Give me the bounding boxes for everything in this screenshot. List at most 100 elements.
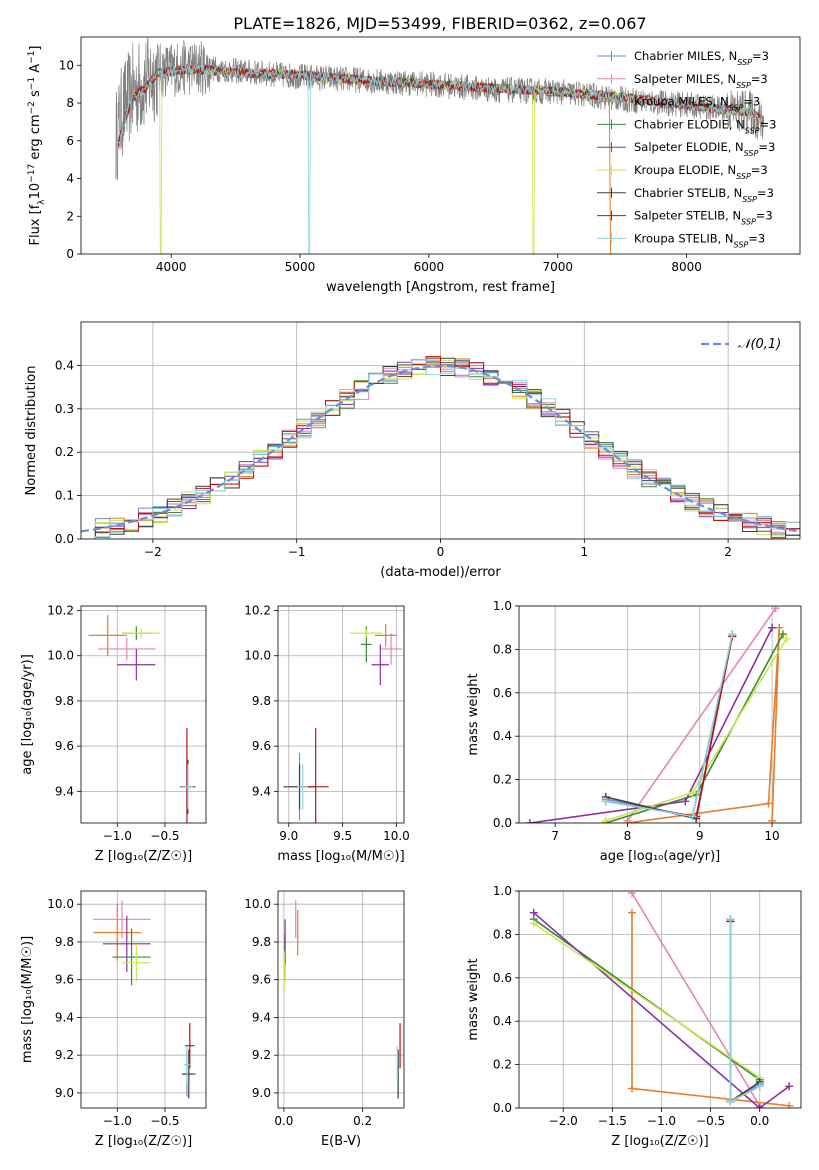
legend-entry-sub: SSP bbox=[745, 126, 760, 135]
age_vs_mass-plot-area bbox=[278, 606, 404, 823]
legend-entry-sub: SSP bbox=[734, 240, 749, 249]
legend-entry-eq: =3 bbox=[748, 231, 765, 245]
mass-vs-Z-panel: −1.0 −0.5 9.0 9.2 9.4 9.6 9.8 10.0 Z [log₁₀(Z/Z☉… bbox=[20, 890, 207, 1149]
y-tick-label: 0 bbox=[66, 247, 74, 261]
mass-weight-line bbox=[533, 922, 761, 1079]
mass-weight-marker bbox=[755, 1104, 764, 1108]
y-tick-label: 0.4 bbox=[55, 358, 74, 372]
mass-weight-line bbox=[627, 627, 781, 823]
x-tick-label: 8 bbox=[624, 829, 632, 843]
mass-weight-line bbox=[605, 636, 734, 818]
legend-entry-name: Kroupa STELIB, N bbox=[634, 231, 734, 245]
y-axis-label-part: ] bbox=[28, 46, 43, 51]
y-tick-label: 0.0 bbox=[493, 816, 512, 830]
age_vs_Z-frame bbox=[80, 605, 207, 824]
legend-entry-eq: =3 bbox=[758, 140, 775, 154]
x-tick-label: 7 bbox=[551, 829, 559, 843]
mass-weight-marker bbox=[627, 891, 636, 898]
x-tick-label: 0.2 bbox=[353, 1114, 372, 1128]
y-tick-label: 9.0 bbox=[252, 1086, 271, 1100]
legend-entry: Chabrier MILES, NSSP=3 bbox=[634, 49, 769, 67]
legend-entry-sub: SSP bbox=[736, 80, 751, 89]
mass-weight-line bbox=[626, 607, 777, 822]
x-tick-label: 2 bbox=[724, 545, 732, 559]
y-tick-label: 0.8 bbox=[493, 927, 512, 941]
y-axis-label: Normed distribution bbox=[24, 366, 39, 496]
x-axis-label: mass [log₁₀(M/M☉)] bbox=[277, 849, 404, 864]
y-tick-label: 9.4 bbox=[252, 784, 271, 798]
y-tick-label: 9.4 bbox=[55, 784, 74, 798]
x-tick-label: 7000 bbox=[542, 260, 573, 274]
x-tick-label: 0.0 bbox=[750, 1114, 769, 1128]
age_vs_Z-plot-area bbox=[81, 606, 206, 823]
residuals-plot-area bbox=[81, 322, 800, 539]
y-axis-label-part: −17 bbox=[27, 164, 37, 183]
weight_vs_age-frame bbox=[518, 605, 802, 824]
legend-entry-eq: =3 bbox=[743, 95, 760, 109]
mass-weight-marker bbox=[771, 606, 780, 613]
weight-vs-age-panel: 7 8 9 10 0.0 0.2 0.4 0.6 0.8 1.0 age [log₁₀(age/yr… bbox=[466, 599, 802, 864]
mass-weight-marker bbox=[525, 819, 534, 823]
y-tick-label: 9.6 bbox=[55, 739, 74, 753]
x-tick-label: −1.5 bbox=[598, 1114, 627, 1128]
weight-vs-Z-panel: −2.0 −1.5 −1.0 −0.5 0.0 0.0 0.2 0.4 0.6 0.8 1.0 Z [… bbox=[466, 884, 802, 1149]
y-tick-label: 9.6 bbox=[252, 739, 271, 753]
y-tick-label: 2 bbox=[66, 209, 74, 223]
x-tick-label: −0.5 bbox=[150, 829, 179, 843]
y-axis-label-part: s bbox=[28, 90, 43, 101]
y-axis-label-part: −1 bbox=[27, 77, 37, 90]
x-tick-label: 5000 bbox=[285, 260, 316, 274]
legend-entry-name: Chabrier ELODIE, N bbox=[634, 117, 745, 131]
x-tick-label: 0 bbox=[437, 545, 445, 559]
mass-weight-marker bbox=[726, 915, 735, 924]
x-tick-label: −1.0 bbox=[103, 1114, 132, 1128]
y-tick-label: 9.0 bbox=[55, 1086, 74, 1100]
age-vs-Z-panel: −1.0 −0.5 9.4 9.6 9.8 10.0 10.2 Z [log₁₀(Z/Z☉)]… bbox=[20, 604, 207, 864]
legend-entry: Kroupa MILES, NSSP=3 bbox=[634, 95, 760, 113]
residual-histogram bbox=[81, 356, 800, 539]
legend-entry-eq: =3 bbox=[756, 209, 773, 223]
weight_vs_age-plot-area bbox=[519, 606, 801, 823]
legend-entry-eq: =3 bbox=[760, 117, 777, 131]
spectrum-frame bbox=[80, 36, 801, 255]
y-tick-label: 0.1 bbox=[55, 489, 74, 503]
legend-entry-eq: =3 bbox=[751, 163, 768, 177]
y-tick-label: 9.8 bbox=[55, 935, 74, 949]
mass-weight-line bbox=[631, 892, 761, 1107]
mass-weight-marker bbox=[726, 1097, 735, 1106]
y-tick-label: 9.8 bbox=[252, 694, 271, 708]
x-axis-label: (data-model)/error bbox=[380, 565, 501, 580]
x-tick-label: −2 bbox=[144, 545, 162, 559]
legend-entry-eq: =3 bbox=[752, 49, 769, 63]
legend-entry: Kroupa ELODIE, NSSP=3 bbox=[634, 163, 768, 181]
x-tick-label: −0.5 bbox=[150, 1114, 179, 1128]
mass-weight-marker bbox=[778, 630, 787, 639]
legend-entry-sub: SSP bbox=[729, 103, 744, 112]
mass-weight-marker bbox=[764, 799, 773, 808]
y-tick-label: 10.2 bbox=[47, 604, 74, 618]
legend-entry-sub: SSP bbox=[736, 172, 751, 181]
y-tick-label: 0.2 bbox=[493, 773, 512, 787]
spectrum-panel: 4000 5000 6000 7000 8000 0 2 4 6 8 10 wavelength [A… bbox=[27, 36, 801, 295]
mass-weight-marker bbox=[601, 816, 610, 823]
y-tick-label: 0.4 bbox=[493, 1014, 512, 1028]
mass-weight-line bbox=[533, 912, 790, 1108]
age-vs-mass-panel: 9.0 9.5 10.0 9.4 9.6 9.8 10.0 10.2 mass [log₁₀(M… bbox=[244, 604, 410, 864]
y-axis-label: mass weight bbox=[466, 958, 481, 1040]
y-axis-label-part: 10 bbox=[28, 183, 43, 200]
x-tick-label: 0.0 bbox=[274, 1114, 293, 1128]
mass-weight-marker bbox=[529, 908, 538, 917]
y-tick-label: 9.2 bbox=[252, 1048, 271, 1062]
y-axis-label-part: −2 bbox=[27, 101, 37, 114]
mass-weight-marker bbox=[785, 1101, 794, 1108]
x-tick-label: 9 bbox=[696, 829, 704, 843]
x-tick-label: 8000 bbox=[671, 260, 702, 274]
mass-weight-line bbox=[605, 634, 734, 820]
residuals-panel: −2 −1 0 1 2 0.0 0.1 0.2 0.3 0.4 (data-model)/error… bbox=[24, 321, 801, 580]
y-tick-label: 1.0 bbox=[493, 599, 512, 613]
legend-entry: Salpeter ELODIE, NSSP=3 bbox=[634, 140, 775, 158]
legend-entry: 𝒩(0,1) bbox=[738, 337, 781, 352]
y-tick-label: 0.0 bbox=[55, 532, 74, 546]
y-tick-label: 8 bbox=[66, 96, 74, 110]
y-tick-label: 4 bbox=[66, 172, 74, 186]
